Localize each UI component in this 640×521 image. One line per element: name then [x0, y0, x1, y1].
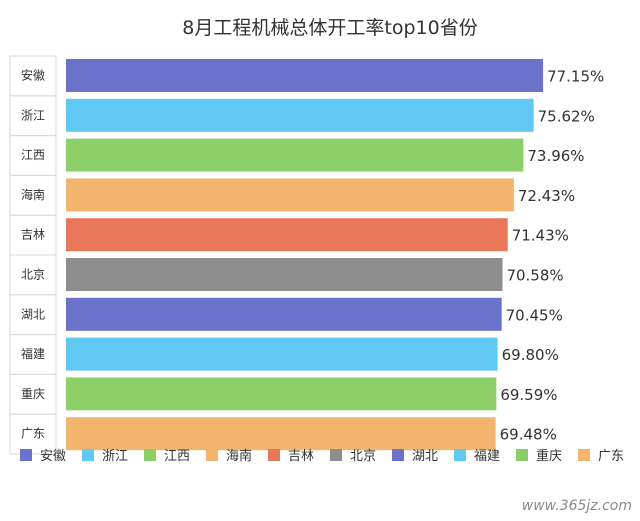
bar	[66, 258, 503, 291]
data-label: 73.96%	[527, 147, 584, 165]
legend-label: 湖北	[412, 449, 438, 464]
legend-label: 江西	[164, 449, 190, 464]
category-label: 安徽	[21, 68, 45, 83]
legend-label: 海南	[226, 448, 252, 464]
legend-swatch	[206, 449, 218, 461]
legend-item: 吉林	[268, 449, 314, 464]
bar-row: 北京 70.58%	[9, 254, 564, 296]
legend-item: 安徽	[20, 449, 66, 464]
category-label: 江西	[21, 148, 45, 162]
legend-swatch	[578, 449, 590, 461]
bar-row: 安徽 77.15%	[9, 55, 604, 97]
bar-row: 广东 69.48%	[9, 413, 557, 455]
category-label: 浙江	[21, 108, 45, 122]
bar-row: 福建 69.80%	[9, 334, 559, 375]
data-label: 69.48%	[500, 426, 557, 444]
bar	[66, 59, 544, 92]
category-cell	[9, 413, 57, 455]
legend-item: 江西	[144, 449, 190, 464]
data-label: 69.59%	[500, 386, 557, 404]
bar	[66, 337, 498, 371]
data-label: 69.80%	[502, 346, 559, 364]
legend-swatch	[268, 449, 280, 461]
bar	[66, 138, 524, 172]
legend-label: 北京	[350, 449, 376, 464]
bars-layer: 安徽 77.15% 浙江 75.62% 江西 73.96% 海南 72.43% 吉林 71.43%…	[9, 55, 604, 455]
legend-swatch	[392, 449, 404, 461]
data-label: 70.58%	[506, 267, 563, 285]
bar	[66, 417, 496, 451]
legend-swatch	[330, 449, 342, 461]
bar-row: 吉林 71.43%	[9, 214, 569, 256]
legend-item: 湖北	[392, 449, 438, 464]
legend-swatch	[20, 449, 32, 461]
legend-label: 安徽	[40, 449, 66, 464]
category-label: 湖北	[21, 306, 45, 321]
chart-title: 8月工程机械总体开工率top10省份	[182, 17, 477, 39]
legend-item: 重庆	[516, 448, 562, 464]
legend-swatch	[144, 449, 156, 461]
bar-row: 浙江 75.62%	[9, 95, 595, 137]
data-label: 77.15%	[547, 68, 604, 86]
data-label: 75.62%	[538, 107, 595, 125]
legend-label: 重庆	[536, 448, 562, 464]
bar	[66, 218, 508, 252]
category-label: 重庆	[21, 387, 45, 401]
category-label: 福建	[21, 346, 45, 361]
bar-row: 重庆 69.59%	[9, 373, 558, 415]
legend-swatch	[454, 449, 466, 461]
legend-label: 广东	[598, 449, 624, 464]
legend-swatch	[516, 449, 528, 461]
bar	[66, 178, 514, 212]
bar	[66, 98, 534, 132]
bar	[66, 297, 502, 331]
data-label: 70.45%	[506, 306, 563, 324]
legend-label: 吉林	[288, 449, 314, 464]
legend-label: 福建	[474, 449, 500, 464]
legend-label: 浙江	[102, 449, 128, 464]
bar-row: 湖北 70.45%	[9, 294, 563, 336]
legend-item: 浙江	[82, 449, 128, 464]
category-label: 广东	[21, 427, 45, 441]
bar-row: 江西 73.96%	[9, 135, 585, 176]
chart-legend: 安徽 浙江 江西 海南 吉林 北京 湖北 福建 重庆 广东	[20, 448, 624, 464]
category-label: 海南	[21, 187, 45, 202]
legend-item: 广东	[578, 449, 624, 464]
data-label: 72.43%	[518, 187, 575, 205]
bar	[66, 377, 497, 411]
category-label: 吉林	[21, 228, 45, 242]
data-label: 71.43%	[512, 227, 569, 245]
category-label: 北京	[21, 268, 45, 282]
legend-item: 福建	[454, 449, 500, 464]
bar-row: 海南 72.43%	[9, 174, 575, 216]
watermark: www.365jz.com	[522, 498, 632, 514]
legend-item: 海南	[206, 448, 252, 464]
legend-swatch	[82, 449, 94, 461]
legend-item: 北京	[330, 449, 376, 464]
